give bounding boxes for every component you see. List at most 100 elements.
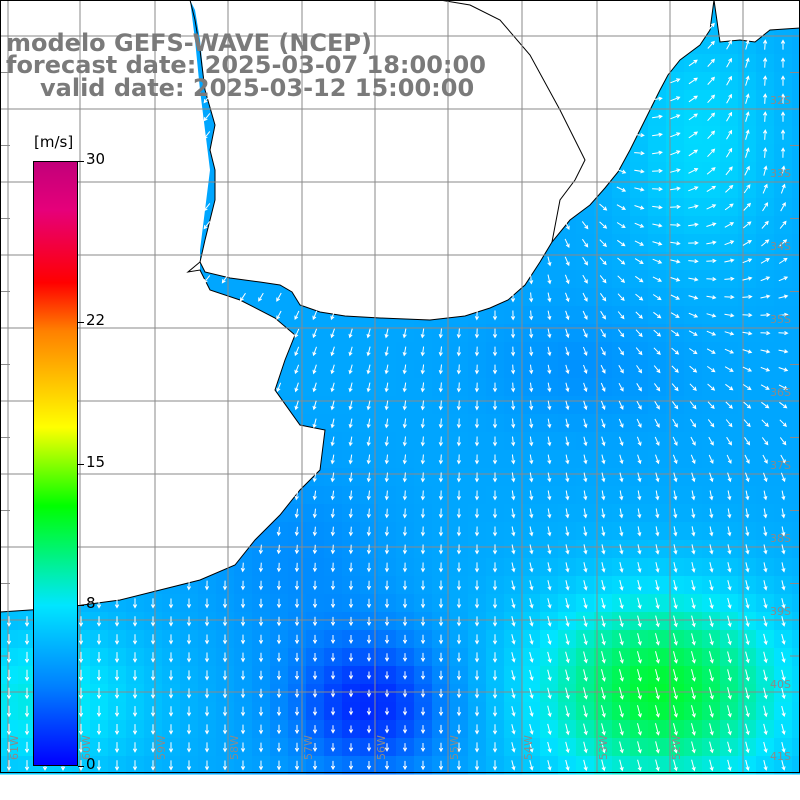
wind-arrow [727,472,732,483]
wind-arrow [474,418,480,429]
wind-arrow [456,724,462,735]
wind-arrow [456,454,462,465]
wind-arrow [763,705,768,718]
wind-arrow [492,670,498,681]
wind-arrow [547,418,552,429]
wind-arrow [258,652,264,663]
wind-arrow [294,562,300,573]
wind-arrow [583,580,588,591]
wind-arrow [601,418,606,429]
wind-arrow [402,671,408,680]
wind-arrow [456,742,462,753]
wind-arrow [709,759,714,772]
wind-arrow [727,544,732,555]
land-uruguay-brazil [190,0,714,320]
wind-arrow [619,490,624,501]
wind-arrow [150,742,156,753]
wind-arrow [168,670,174,681]
wind-arrow [760,384,770,390]
wind-arrow [690,454,696,465]
wind-arrow [258,292,264,302]
wind-arrow [114,760,120,771]
wind-arrow [742,294,753,299]
latitude-label: 33S [770,167,791,180]
wind-arrow [709,544,714,555]
wind-arrow [673,759,678,772]
wind-arrow [78,705,84,718]
wind-arrow [745,669,750,682]
wind-arrow [276,292,282,302]
wind-arrow [240,724,246,735]
speed-cell [792,162,800,181]
wind-arrow [511,436,516,447]
wind-arrow [294,310,300,321]
wind-arrow [312,400,317,411]
wind-arrow [511,760,516,771]
wind-arrow [222,724,228,735]
wind-arrow [670,241,681,246]
wind-arrow [744,165,750,176]
wind-arrow [330,616,336,627]
speed-cell [792,432,800,451]
wind-arrow [547,615,552,627]
wind-arrow [204,724,210,735]
speed-cell [792,108,800,127]
wind-arrow [760,312,771,318]
wind-arrow [492,454,498,465]
wind-arrow [511,724,516,735]
wind-arrow [780,111,786,122]
wind-arrow [547,436,552,447]
wind-arrow [761,401,770,409]
wind-arrow [763,759,768,771]
wind-arrow [402,707,408,716]
wind-arrow [688,131,699,139]
wind-arrow [760,366,771,372]
wind-arrow [781,760,786,771]
wind-arrow [762,93,768,104]
wind-arrow [688,168,699,174]
wind-arrow [744,454,750,464]
speed-cell [792,594,800,613]
wind-arrow [726,75,732,86]
wind-arrow [781,598,786,609]
wind-arrow [312,725,318,734]
wind-arrow [330,760,336,771]
wind-arrow [547,454,552,465]
wind-arrow [240,652,246,663]
wind-arrow [438,742,444,753]
wind-arrow [673,669,678,682]
speed-cell [792,468,800,487]
wind-arrow [601,490,606,501]
wind-arrow [529,616,534,627]
speed-cell [792,540,800,559]
wind-arrow [114,634,120,645]
wind-arrow [78,760,84,771]
wind-arrow [743,401,752,409]
wind-arrow [763,490,768,501]
wind-arrow [707,419,715,428]
wind-arrow [312,418,317,429]
wind-arrow [599,275,607,284]
wind-arrow [384,526,390,537]
longitude-label: 61W [8,735,21,760]
wind-arrow [366,616,372,627]
wind-arrow [670,294,681,300]
speed-cell [792,342,800,361]
speed-cell [792,396,800,415]
wind-arrow [727,597,732,610]
wind-arrow [384,761,390,771]
wind-arrow [744,437,751,446]
wind-arrow [276,562,282,573]
wind-arrow [617,239,626,247]
wind-arrow [780,472,786,483]
wind-arrow [529,526,534,537]
wind-arrow [312,328,318,339]
wind-arrow [762,129,768,140]
wind-arrow [547,580,552,591]
wind-arrow [402,382,407,393]
longitude-label: 52W [670,735,683,760]
wind-arrow [727,741,732,754]
wind-arrow [763,651,768,664]
wind-arrow [745,39,750,50]
wind-arrow [673,633,678,646]
